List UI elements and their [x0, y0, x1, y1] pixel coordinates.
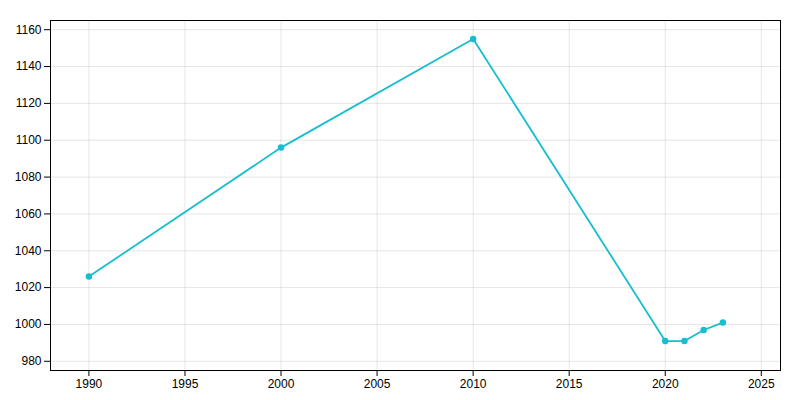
svg-text:1060: 1060	[15, 207, 42, 221]
svg-text:1140: 1140	[16, 59, 42, 73]
svg-text:2015: 2015	[556, 377, 583, 391]
svg-text:2020: 2020	[652, 377, 679, 391]
svg-text:1160: 1160	[16, 23, 42, 37]
svg-text:2025: 2025	[748, 377, 775, 391]
svg-text:980: 980	[21, 354, 41, 368]
svg-text:1080: 1080	[15, 170, 42, 184]
svg-text:2000: 2000	[268, 377, 295, 391]
svg-text:1100: 1100	[16, 133, 42, 147]
svg-text:1040: 1040	[15, 244, 42, 258]
svg-text:1020: 1020	[15, 280, 42, 294]
svg-text:1995: 1995	[172, 377, 199, 391]
svg-text:2010: 2010	[460, 377, 487, 391]
svg-text:2005: 2005	[364, 377, 391, 391]
svg-text:1000: 1000	[15, 317, 42, 331]
svg-text:1120: 1120	[16, 96, 42, 110]
svg-text:1990: 1990	[76, 377, 103, 391]
